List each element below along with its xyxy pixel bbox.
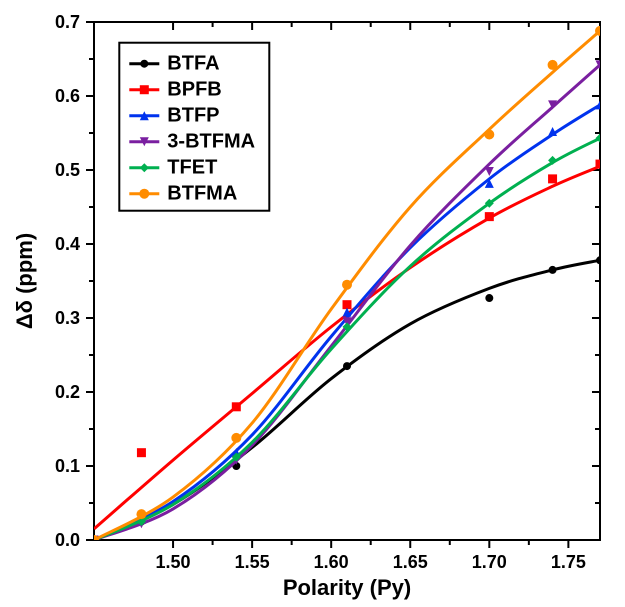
x-tick-label: 1.50 [156, 552, 191, 572]
legend-label: BTFMA [167, 183, 237, 205]
y-tick-label: 0.0 [55, 530, 80, 550]
y-tick-label: 0.7 [55, 12, 80, 32]
x-tick-label: 1.75 [551, 552, 586, 572]
legend: BTFA BPFB BTFP 3-BTFMA TFET BTFMA [119, 43, 269, 211]
legend-label: TFET [167, 157, 217, 179]
x-tick-label: 1.65 [393, 552, 428, 572]
y-tick-label: 0.4 [55, 234, 80, 254]
x-axis-title: Polarity (Py) [283, 575, 411, 600]
y-tick-label: 0.6 [55, 86, 80, 106]
legend-label: BPFB [167, 79, 221, 101]
chart-container: 1.50 1.55 1.60 1.65 1.70 1.75 0.0 0.1 0.2 0.3 0.4 0… [0, 0, 625, 607]
polarity-chart: 1.50 1.55 1.60 1.65 1.70 1.75 0.0 0.1 0.2 0.3 0.4 0… [0, 0, 625, 607]
series-bpfb [90, 160, 605, 545]
legend-label: BTFA [167, 53, 219, 75]
x-tick-label: 1.55 [235, 552, 270, 572]
y-tick-label: 0.5 [55, 160, 80, 180]
x-tick-label: 1.60 [314, 552, 349, 572]
x-tick-label: 1.70 [472, 552, 507, 572]
y-tick-label: 0.1 [55, 456, 80, 476]
y-tick-label: 0.3 [55, 308, 80, 328]
legend-label: BTFP [167, 105, 219, 127]
legend-label: 3-BTFMA [167, 131, 255, 153]
y-tick-label: 0.2 [55, 382, 80, 402]
y-axis-title: Δδ (ppm) [12, 233, 37, 329]
